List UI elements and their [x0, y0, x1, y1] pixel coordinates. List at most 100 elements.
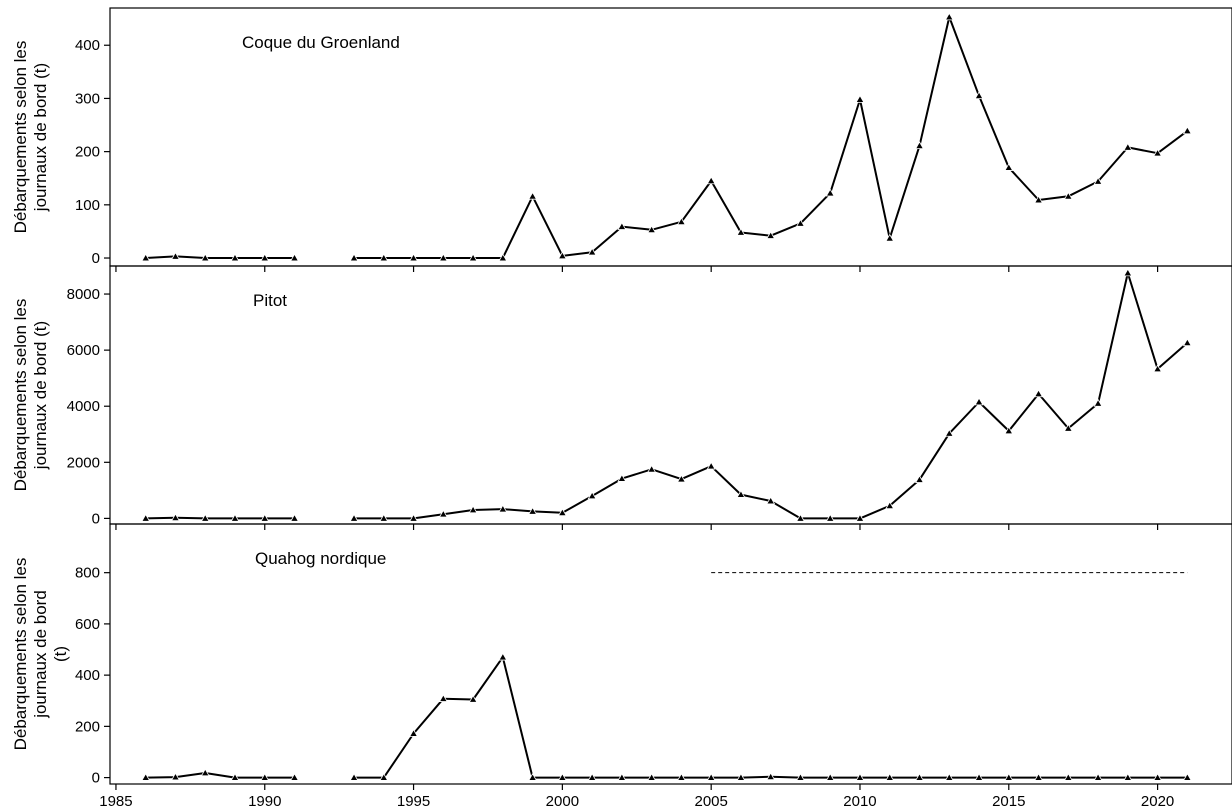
panel1-ytick-label-4: 400 — [75, 37, 100, 54]
panel1-point-1998 — [498, 253, 508, 262]
panel1-point-1986 — [141, 253, 151, 262]
panel3-frame — [109, 523, 1232, 785]
panel1-point-2017 — [1063, 191, 1073, 200]
panel2-ytick-label-1: 2000 — [67, 454, 100, 471]
panel3-ylabel-line-2: (t) — [51, 646, 70, 662]
panel3-point-2004 — [676, 772, 686, 781]
panel3-point-1999 — [528, 772, 538, 781]
panel1-point-2003 — [647, 225, 657, 234]
panel3-point-2021 — [1182, 772, 1192, 781]
panel1-point-1994 — [379, 253, 389, 262]
panel2-point-1986 — [141, 513, 151, 522]
panel3-point-2018 — [1093, 772, 1103, 781]
panel1-point-1990 — [260, 253, 270, 262]
panel1-point-2020 — [1153, 148, 1163, 157]
panel2-point-1999 — [528, 506, 538, 515]
panel2-ylabel-line-1: journaux de bord (t) — [31, 321, 50, 470]
xtick-label-1995: 1995 — [397, 793, 430, 810]
panel3-point-1996 — [438, 694, 448, 702]
xtick-label-2005: 2005 — [694, 793, 727, 810]
panel3-point-2010 — [855, 772, 865, 781]
panel1-series-line-0 — [145, 255, 295, 259]
panel2-point-2001 — [587, 491, 597, 500]
panel1-point-2011 — [885, 233, 895, 242]
panel1-point-2014 — [974, 91, 984, 100]
panel1-point-2007 — [766, 231, 776, 239]
panel2-point-2019 — [1123, 268, 1133, 277]
panel1-ytick-label-1: 100 — [75, 197, 100, 214]
panel2-point-2021 — [1182, 338, 1192, 347]
panel2-point-2015 — [1004, 426, 1014, 435]
panel1-point-2005 — [706, 176, 716, 185]
panel1-point-1987 — [170, 251, 180, 260]
panel1-ylabel-line-1: journaux de bord (t) — [31, 63, 50, 212]
panel3-point-1990 — [260, 772, 270, 781]
panel3-ytick-label-1: 200 — [75, 718, 100, 735]
xtick-label-2000: 2000 — [546, 793, 579, 810]
panel2-point-2014 — [974, 397, 984, 406]
panel1-point-1999 — [528, 191, 538, 200]
xtick-label-2015: 2015 — [992, 793, 1025, 810]
panel3-point-2011 — [885, 772, 895, 781]
panel1-point-1996 — [438, 253, 448, 262]
panel2-point-2003 — [647, 464, 657, 473]
panel2-point-2009 — [825, 513, 835, 522]
panel3-point-2009 — [825, 772, 835, 781]
panel2-ytick-label-4: 8000 — [67, 286, 100, 303]
panel3-point-2008 — [795, 772, 805, 781]
xtick-label-1990: 1990 — [248, 793, 281, 810]
panel1-point-1988 — [200, 253, 210, 262]
panel2-point-1989 — [230, 513, 240, 522]
panel3-point-2003 — [647, 772, 657, 781]
panel2-point-1998 — [498, 504, 508, 513]
xtick-label-1985: 1985 — [99, 793, 132, 810]
panel3-point-2005 — [706, 772, 716, 781]
panel3-point-1987 — [170, 772, 180, 781]
panel2-ytick-label-3: 6000 — [67, 342, 100, 359]
panel2-ytick-label-2: 4000 — [67, 398, 100, 415]
panel2-point-1996 — [438, 509, 448, 518]
xtick-label-2020: 2020 — [1141, 793, 1174, 810]
panel3-point-1988 — [200, 768, 210, 777]
panel1-point-2004 — [676, 217, 686, 226]
panel2-point-2010 — [855, 513, 865, 522]
panel2-point-2002 — [617, 473, 627, 482]
panel3-point-1998 — [498, 652, 508, 661]
panel2-point-1995 — [409, 513, 419, 522]
panel3-ytick-label-2: 400 — [75, 667, 100, 684]
panel2-point-2012 — [915, 475, 924, 483]
panel3-point-1986 — [141, 772, 151, 781]
panel1-ytick-label-0: 0 — [92, 250, 100, 267]
panel2-point-1997 — [468, 505, 478, 514]
panel3-point-2017 — [1063, 772, 1073, 781]
panel3-point-2001 — [587, 772, 597, 781]
panel1-point-1997 — [468, 253, 478, 262]
panel3-point-2002 — [617, 772, 627, 781]
panel1-point-2002 — [617, 222, 627, 230]
panel3-ytick-label-4: 800 — [75, 565, 100, 582]
panel1-ylabel-line-0: Débarquements selon les — [11, 41, 30, 234]
panel2-ytick-label-0: 0 — [92, 510, 100, 527]
panel1-ytick-label-3: 300 — [75, 90, 100, 107]
panel3-ylabel-line-1: journaux de bord — [31, 590, 50, 719]
panel3-point-1995 — [409, 728, 419, 737]
panel1-point-2019 — [1123, 142, 1133, 151]
panel1-point-1995 — [409, 253, 419, 262]
panel1-point-2018 — [1093, 176, 1103, 185]
panel3-point-2012 — [915, 772, 924, 781]
panel3-ytick-label-0: 0 — [92, 770, 100, 787]
panel2-title: Pitot — [253, 291, 287, 310]
panel2-point-2008 — [795, 513, 805, 522]
panel2-point-2000 — [557, 508, 567, 517]
panel2-point-2007 — [766, 496, 776, 505]
panel1-point-2006 — [736, 227, 746, 236]
panel3-point-2000 — [557, 772, 567, 781]
panel1-title: Coque du Groenland — [242, 33, 400, 52]
panel2-point-2016 — [1034, 389, 1044, 398]
panel2-ylabel-line-0: Débarquements selon les — [11, 299, 30, 492]
panel1-point-2015 — [1004, 162, 1014, 171]
panel1-point-2016 — [1034, 195, 1044, 204]
panel3-point-1991 — [290, 772, 300, 781]
panel1-point-2008 — [795, 218, 805, 227]
